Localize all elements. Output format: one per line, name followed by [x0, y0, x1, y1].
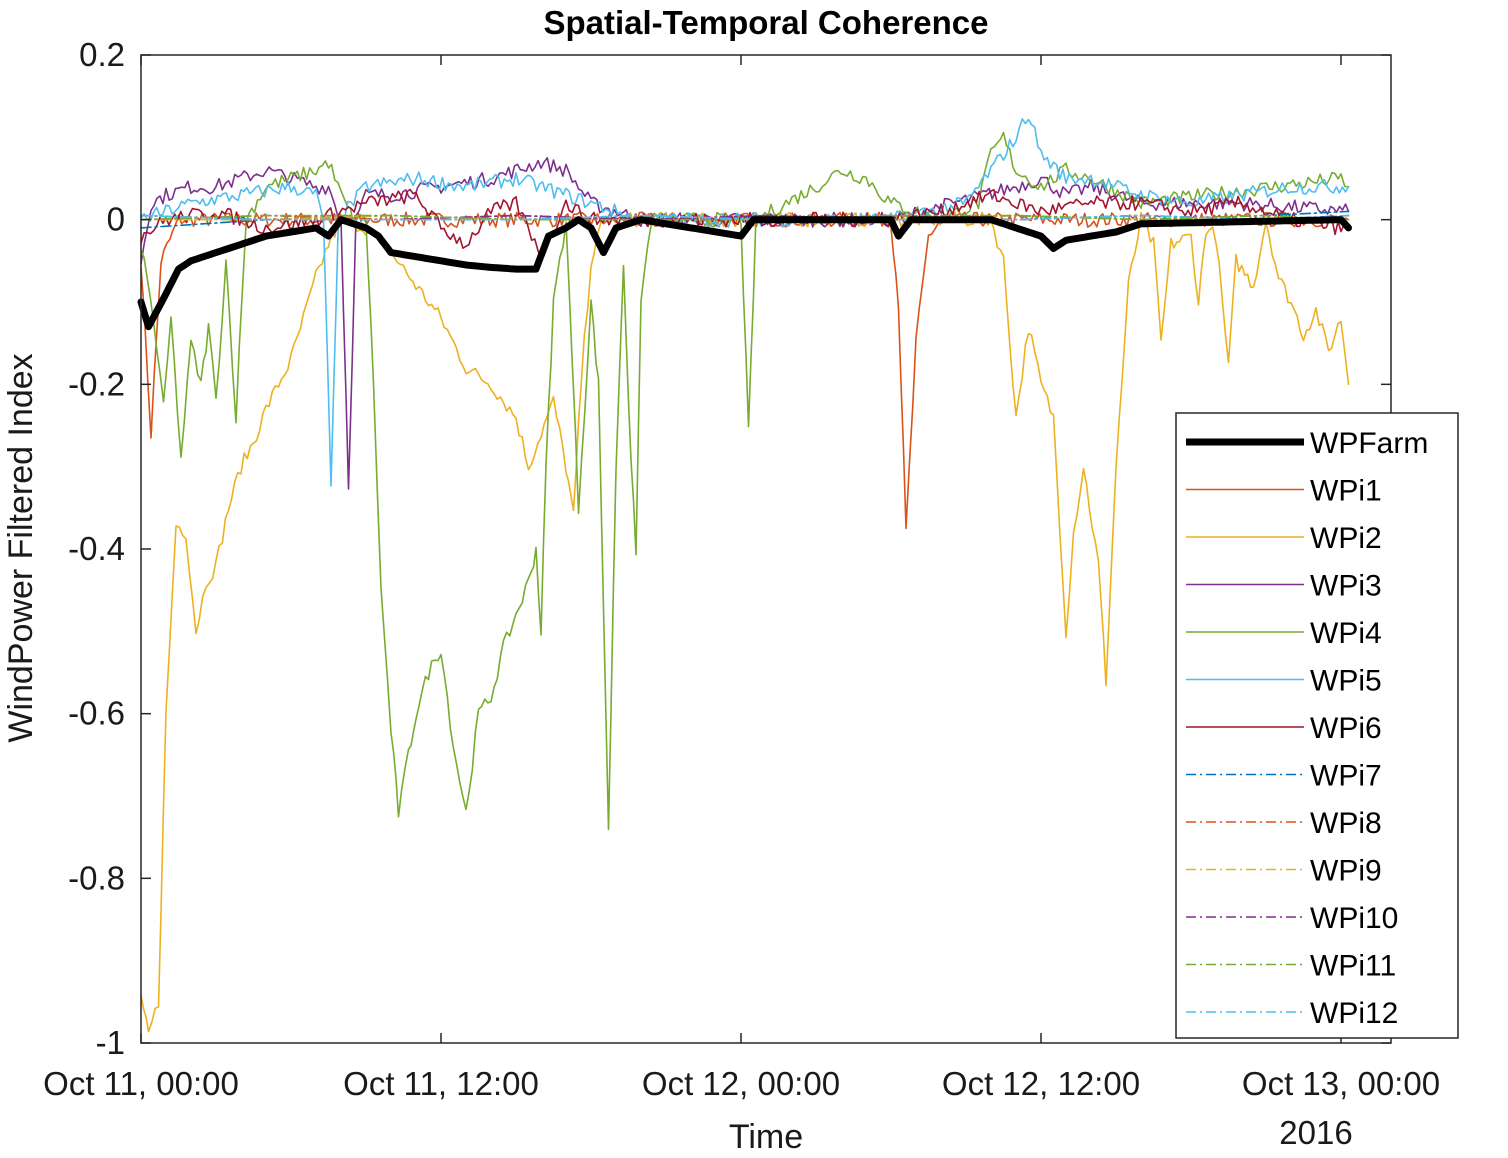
- legend-box: [1175, 412, 1459, 1039]
- legend-label-wpi4: WPi4: [1310, 617, 1382, 650]
- legend-label-wpi9: WPi9: [1310, 855, 1382, 888]
- y-tick-label-1: 0: [107, 201, 125, 238]
- legend: WPFarm WPi1 WPi2 WPi3 WPi4 WPi5 WPi6 WPi7 WPi8 WP…: [1175, 412, 1459, 1039]
- y-tick-label-2: -0.2: [68, 365, 125, 402]
- y-tick-label-5: -0.8: [68, 859, 125, 896]
- legend-label-wpi2: WPi2: [1310, 522, 1382, 555]
- x-tick-label-2: Oct 12, 00:00: [642, 1065, 840, 1102]
- series-line-wpfarm: [137, 216, 1352, 331]
- x-tick-label-3: Oct 12, 12:00: [942, 1065, 1140, 1102]
- x-tick-label-0: Oct 11, 00:00: [43, 1065, 239, 1102]
- legend-label-wpi11: WPi11: [1310, 950, 1396, 983]
- y-tick-label-0: 0.2: [79, 36, 125, 73]
- legend-label-wpi3: WPi3: [1310, 570, 1382, 603]
- x-tick-label-1: Oct 11, 12:00: [343, 1065, 539, 1102]
- legend-label-wpi6: WPi6: [1310, 712, 1382, 745]
- legend-label-wpi12: WPi12: [1310, 997, 1398, 1030]
- x-tick-label-4: Oct 13, 00:00: [1242, 1065, 1440, 1102]
- legend-label-wpi8: WPi8: [1310, 807, 1382, 840]
- y-tick-label-3: -0.4: [68, 530, 125, 567]
- x-axis-title: Time: [729, 1118, 803, 1156]
- chart-title: Spatial-Temporal Coherence: [543, 4, 988, 41]
- legend-label-wpi10: WPi10: [1310, 902, 1398, 935]
- axis-ticks: 0.2 0 -0.2 -0.4 -0.6 -0.8 -1 Oct 11, 00:00 Oct 1…: [43, 36, 1440, 1102]
- legend-label-wpi5: WPi5: [1310, 665, 1382, 698]
- y-axis-title: WindPower Filtered Index: [2, 353, 40, 742]
- y-tick-label-4: -0.6: [68, 695, 125, 732]
- y-tick-label-6: -1: [96, 1024, 125, 1061]
- legend-label-wpi1: WPi1: [1310, 475, 1382, 508]
- series-layer: [137, 118, 1352, 1033]
- legend-label-wpfarm: WPFarm: [1310, 427, 1428, 460]
- series-line-wpi6: [140, 188, 1350, 259]
- legend-label-wpi7: WPi7: [1310, 760, 1382, 793]
- x-axis-year-label: 2016: [1279, 1114, 1352, 1151]
